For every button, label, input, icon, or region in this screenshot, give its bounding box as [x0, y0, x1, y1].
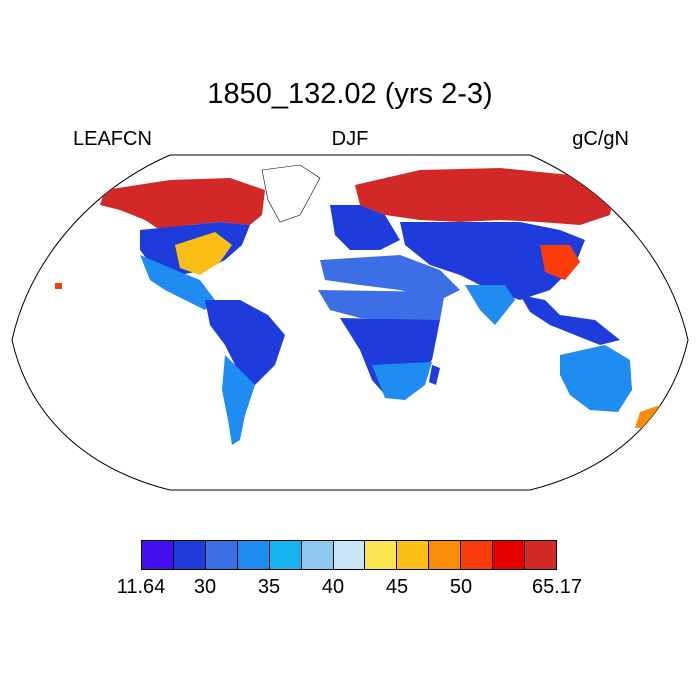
- colorbar-cell: [237, 541, 270, 569]
- south-america-north: [205, 300, 285, 385]
- middle-east: [320, 255, 460, 300]
- eurasia-boreal: [355, 168, 615, 225]
- season-label: DJF: [331, 128, 369, 150]
- africa-sahel: [318, 290, 445, 320]
- colorbar-cell: [142, 541, 174, 569]
- colorbar-cell: [333, 541, 366, 569]
- colorbar-cell: [397, 541, 430, 569]
- colorbar-cell: [429, 541, 462, 569]
- colorbar-cell: [461, 541, 494, 569]
- china-east: [540, 245, 580, 280]
- colorbar-cell: [173, 541, 206, 569]
- madagascar: [429, 365, 440, 385]
- colorbar-tick-label: 65.17: [531, 576, 583, 598]
- colorbar-tick-label: 30: [193, 576, 217, 598]
- india: [465, 285, 515, 325]
- asia-mid: [400, 222, 585, 300]
- units-label: gC/gN: [572, 128, 629, 150]
- colorbar-cell: [493, 541, 526, 569]
- north-america-east: [175, 232, 232, 275]
- colorbar-tick-label: 40: [321, 576, 345, 598]
- colorbar: [141, 540, 557, 570]
- greenland: [261, 164, 321, 223]
- south-america-south: [222, 355, 255, 445]
- north-america-south: [140, 255, 215, 310]
- north-america-boreal: [100, 178, 265, 230]
- southeast-asia: [520, 295, 620, 345]
- colorbar-cell: [301, 541, 334, 569]
- variable-label: LEAFCN: [73, 128, 152, 150]
- colorbar-tick-label: 35: [257, 576, 281, 598]
- europe: [330, 205, 400, 250]
- colorbar-tick-label: 50: [449, 576, 473, 598]
- colorbar-cell: [269, 541, 302, 569]
- map-title: 1850_132.02 (yrs 2-3): [207, 78, 493, 110]
- colorbar-cell: [525, 541, 556, 569]
- australia: [560, 345, 632, 412]
- colorbar-cell: [205, 541, 238, 569]
- africa-south: [372, 362, 432, 400]
- colorbar-tick-label: 45: [385, 576, 409, 598]
- hawaii: [55, 283, 62, 289]
- colorbar-cell: [365, 541, 398, 569]
- colorbar-tick-label: 11.64: [116, 576, 166, 598]
